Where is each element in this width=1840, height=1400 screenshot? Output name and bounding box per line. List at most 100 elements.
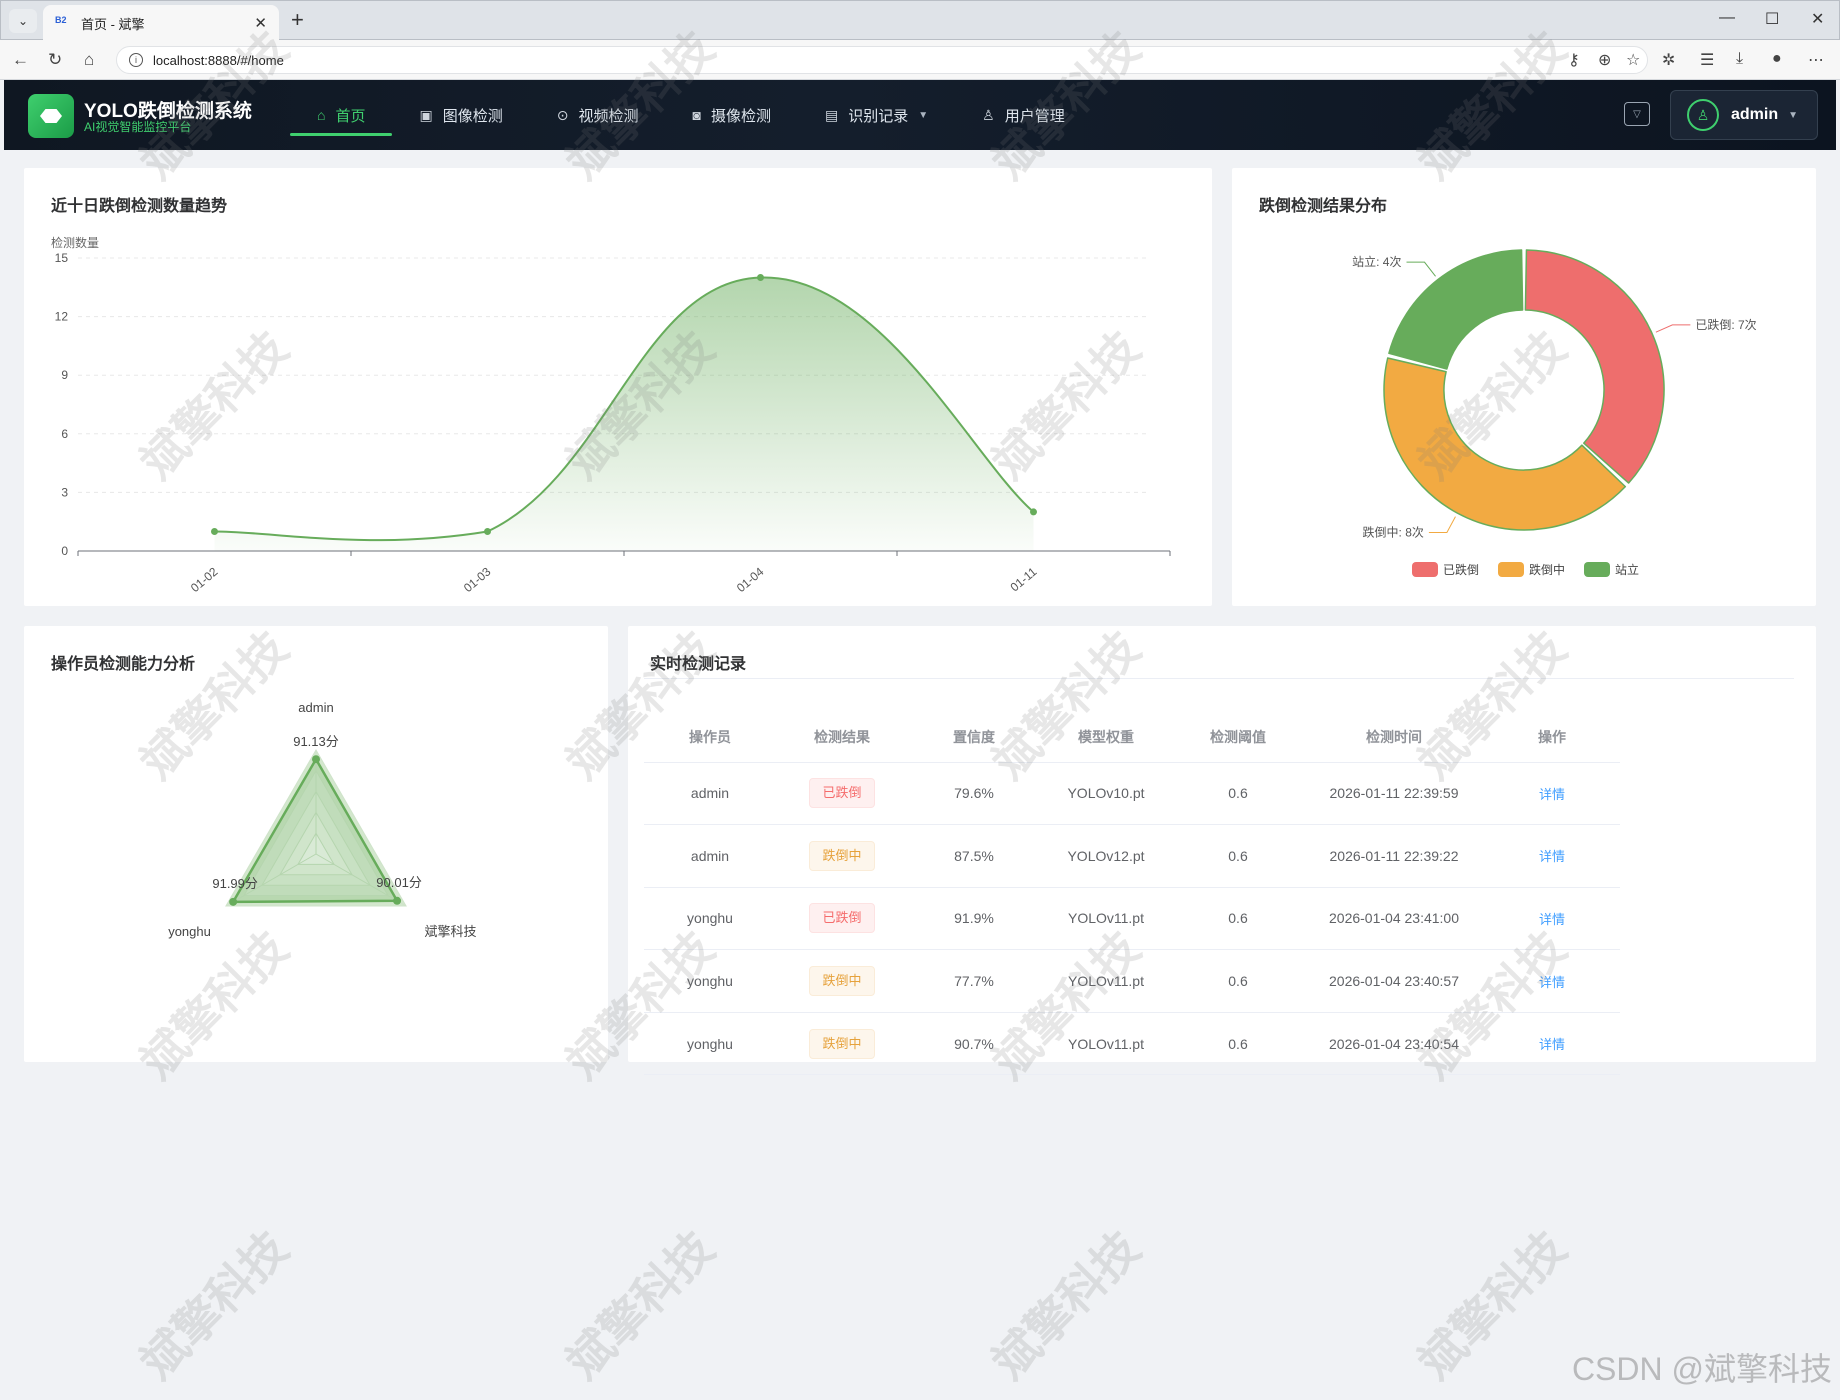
- cell-operator: yonghu: [644, 949, 776, 1013]
- download-icon[interactable]: ⤓: [1736, 50, 1744, 67]
- key-icon[interactable]: ⚷: [1568, 52, 1580, 69]
- records-title: 实时检测记录: [650, 656, 747, 673]
- records-table: 操作员 检测结果 置信度 模型权重 检测阈值 检测时间 操作 admin 已跌倒 7…: [644, 712, 1620, 1076]
- browser-address-bar: ← ↻ ⌂ i localhost:8888/#/home ⚷ ⊕ ☆ ✲ ☰ …: [0, 40, 1840, 80]
- cell-threshold-text: 0.6: [1228, 785, 1248, 802]
- radar-title: 操作员检测能力分析: [51, 656, 196, 673]
- maximize-icon[interactable]: ☐: [1765, 11, 1780, 28]
- records-divider: [644, 678, 1794, 679]
- watermark-text: 斌擎科技: [1408, 1221, 1576, 1389]
- home-icon: ⌂: [317, 107, 326, 123]
- close-window-icon[interactable]: ✕: [1811, 11, 1825, 28]
- detail-link[interactable]: 详情: [1538, 849, 1565, 865]
- cell-weights-text: YOLOv11.pt: [1067, 973, 1144, 990]
- tab-list-chevron-icon[interactable]: ⌄: [9, 9, 37, 33]
- col-confidence: 置信度: [908, 712, 1040, 763]
- app-logo-icon[interactable]: [28, 94, 74, 138]
- browser-tab[interactable]: B2 首页 - 斌擎 ✕: [43, 5, 279, 41]
- cell-threshold-text: 0.6: [1228, 910, 1248, 927]
- minimize-icon[interactable]: —: [1719, 9, 1735, 26]
- collections-icon[interactable]: ☰: [1700, 52, 1715, 69]
- cell-threshold-text: 0.6: [1228, 847, 1248, 864]
- cell-time: 2026-01-11 22:39:59: [1304, 762, 1484, 826]
- pie-slice: [1388, 249, 1524, 370]
- table-row: admin 跌倒中 87.5% YOLOv12.pt 0.6 2026-01-11 22:…: [644, 824, 1620, 888]
- tab-title: 首页 - 斌擎: [81, 16, 145, 32]
- cell-operator: admin: [644, 762, 776, 826]
- status-badge: 已跌倒: [809, 778, 875, 809]
- trend-title: 近十日跌倒检测数量趋势: [51, 198, 228, 215]
- trend-chart: 检测数量 0 3 6 9 12 15 01-02 01-03 01-04 01-11: [51, 235, 1171, 595]
- slice-label-leader: [1406, 261, 1436, 277]
- app-subtitle: AI视觉智能监控平台: [84, 120, 192, 134]
- nav-user-manage[interactable]: ♙ 用户管理: [955, 80, 1092, 150]
- app-header: YOLO跌倒检测系统 AI视觉智能监控平台 ⌂ 首页 ▣ 图像检测 ⊙ 视频检测…: [4, 80, 1836, 150]
- camera-icon: ◙: [692, 107, 701, 123]
- more-icon[interactable]: ⋯: [1808, 52, 1824, 69]
- x-tick-label: 01-04: [734, 564, 767, 595]
- user-icon: ♙: [982, 106, 995, 123]
- cell-operator: admin: [644, 824, 776, 888]
- detail-link[interactable]: 详情: [1538, 974, 1565, 990]
- cell-weights-text: YOLOv11.pt: [1067, 1035, 1144, 1052]
- home-browser-icon[interactable]: ⌂: [84, 50, 95, 69]
- cell-operator-text: admin: [690, 847, 730, 864]
- cell-action: 详情: [1484, 949, 1620, 1013]
- cell-threshold: 0.6: [1172, 887, 1304, 951]
- url-text: localhost:8888/#/home: [153, 52, 284, 68]
- nav-home[interactable]: ⌂ 首页: [290, 80, 393, 150]
- csdn-watermark: CSDN @斌擎科技: [1571, 1351, 1832, 1387]
- cell-confidence-text: 91.9%: [954, 910, 994, 927]
- new-tab-icon[interactable]: +: [291, 7, 304, 32]
- collapse-toggle-icon[interactable]: ▽: [1624, 102, 1650, 126]
- radar-indicator-label: yonghu: [168, 924, 211, 939]
- slice-label-leader: [1428, 516, 1456, 533]
- nav-image-detect[interactable]: ▣ 图像检测: [392, 80, 529, 150]
- cell-confidence: 77.7%: [908, 949, 1040, 1013]
- site-info-icon[interactable]: i: [129, 53, 143, 67]
- nav-records[interactable]: ▤ 识别记录 ▼: [798, 80, 955, 150]
- radar-value-label: 91.99分: [212, 876, 258, 891]
- pie-slice: [1524, 249, 1665, 484]
- y-tick-label: 9: [61, 368, 68, 382]
- cell-time: 2026-01-04 23:41:00: [1304, 887, 1484, 951]
- cell-weights: YOLOv10.pt: [1040, 762, 1172, 826]
- radar-value-label: 90.01分: [376, 875, 422, 890]
- close-tab-icon[interactable]: ✕: [254, 15, 267, 32]
- pie-card: 跌倒检测结果分布 已跌倒: 7次 跌倒中: 8次 站立: 4次 已跌倒 跌倒中 站立: [1232, 168, 1816, 606]
- data-point: [1030, 508, 1037, 516]
- cell-time-text: 2026-01-04 23:40:57: [1329, 973, 1459, 990]
- nav-image-detect-label: 图像检测: [442, 107, 503, 125]
- cell-result: 跌倒中: [776, 824, 908, 888]
- extensions-icon[interactable]: ✲: [1662, 52, 1676, 69]
- nav-records-label: 识别记录: [848, 107, 909, 125]
- user-menu[interactable]: ♙ admin ▼: [1670, 90, 1818, 140]
- cell-threshold: 0.6: [1172, 824, 1304, 888]
- back-icon[interactable]: ←: [12, 50, 29, 69]
- col-weights: 模型权重: [1040, 712, 1172, 763]
- detail-link[interactable]: 详情: [1538, 786, 1565, 802]
- url-field[interactable]: i localhost:8888/#/home: [116, 46, 1648, 74]
- cell-operator-text: yonghu: [687, 1035, 733, 1052]
- profile-icon[interactable]: ●: [1772, 50, 1782, 67]
- legend-label: 站立: [1615, 562, 1639, 577]
- data-point: [484, 527, 491, 535]
- radar-indicator-label: admin: [298, 700, 333, 715]
- nav-camera-detect[interactable]: ◙ 摄像检测: [665, 80, 797, 150]
- slice-label-leader: [1655, 324, 1691, 333]
- radar-point: [229, 897, 238, 906]
- nav-video-detect[interactable]: ⊙ 视频检测: [530, 80, 666, 150]
- favorite-star-icon[interactable]: ☆: [1626, 52, 1641, 69]
- cell-weights-text: YOLOv10.pt: [1067, 785, 1145, 802]
- cell-operator: yonghu: [644, 1012, 776, 1076]
- detail-link[interactable]: 详情: [1538, 911, 1565, 927]
- reload-icon[interactable]: ↻: [48, 50, 63, 69]
- detail-link[interactable]: 详情: [1538, 1037, 1565, 1053]
- pie-title: 跌倒检测结果分布: [1259, 198, 1388, 215]
- cell-operator-text: admin: [690, 785, 730, 802]
- nav-video-detect-label: 视频检测: [578, 107, 639, 125]
- zoom-icon[interactable]: ⊕: [1598, 52, 1612, 69]
- x-tick-label: 01-11: [1008, 564, 1040, 594]
- cell-time-text: 2026-01-04 23:41:00: [1329, 910, 1459, 927]
